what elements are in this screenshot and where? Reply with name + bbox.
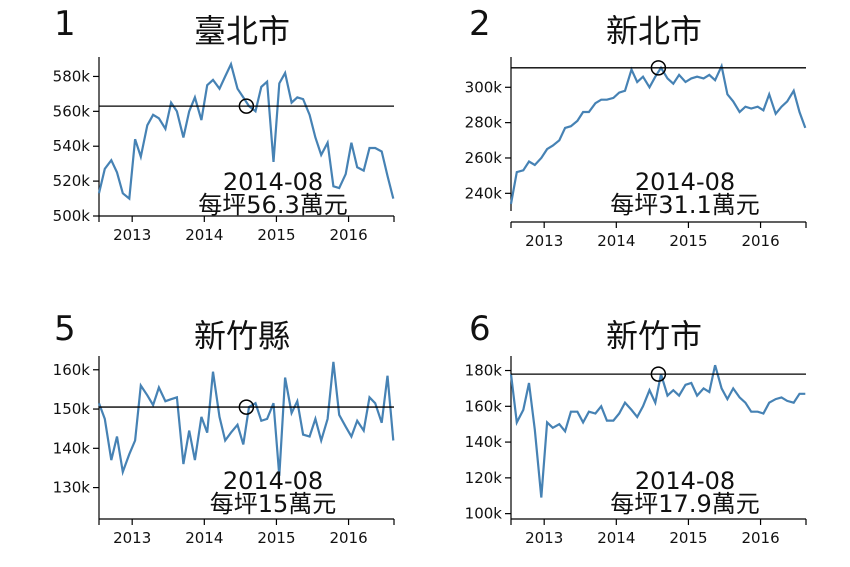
- x-tick-label: 2015: [257, 529, 295, 547]
- panel-number: 2: [469, 4, 491, 44]
- panel-number: 1: [54, 4, 76, 44]
- x-tick-label: 2013: [113, 226, 151, 244]
- annotation-date: 2014-08: [635, 467, 735, 495]
- annotation-price: 每坪15萬元: [210, 490, 337, 518]
- chart-panel-1: 1 臺北市 500k 520k 540k 560k 580k 2013 2014 2015 20…: [0, 0, 425, 283]
- x-tick-label: 2016: [329, 226, 367, 244]
- annotation-date: 2014-08: [223, 467, 323, 495]
- annotation-price: 每坪31.1萬元: [610, 191, 759, 219]
- panel-number: 6: [469, 309, 491, 349]
- x-tick-label: 2016: [329, 529, 367, 547]
- x-tick-label: 2015: [669, 232, 707, 250]
- panel-title: 臺北市: [193, 12, 290, 50]
- line-chart: 240k 260k 280k 300k 2013 2014 2015 2016 2014-08每…: [465, 57, 807, 250]
- y-tick-label: 160k: [53, 361, 91, 379]
- panel-title: 新竹市: [605, 317, 702, 355]
- y-tick-label: 180k: [465, 362, 503, 380]
- highlight-marker: [238, 98, 255, 114]
- y-tick-label: 580k: [53, 67, 91, 85]
- y-tick-label: 240k: [465, 184, 503, 202]
- x-tick-label: 2014: [597, 232, 635, 250]
- annotation-date: 2014-08: [223, 168, 323, 196]
- highlight-marker: [650, 366, 667, 382]
- y-tick-label: 150k: [53, 400, 91, 418]
- x-tick-label: 2013: [113, 529, 151, 547]
- annotation-price: 每坪56.3萬元: [198, 191, 347, 219]
- chart-panel-6: 6 新竹市 100k 120k 140k 160k 180k 2013 2014 2015 20…: [425, 283, 850, 566]
- x-tick-label: 2014: [185, 529, 223, 547]
- x-tick-label: 2016: [741, 529, 779, 547]
- x-tick-label: 2016: [741, 232, 779, 250]
- y-tick-label: 500k: [53, 207, 91, 225]
- y-tick-label: 300k: [465, 78, 503, 96]
- y-tick-label: 280k: [465, 114, 503, 132]
- panel-title: 新竹縣: [193, 317, 290, 355]
- x-tick-label: 2014: [185, 226, 223, 244]
- x-tick-label: 2015: [257, 226, 295, 244]
- highlight-marker: [650, 60, 667, 76]
- series-line: [509, 364, 806, 498]
- y-tick-label: 140k: [465, 433, 503, 451]
- series-line: [97, 61, 395, 201]
- y-tick-label: 100k: [465, 505, 503, 523]
- series-line: [97, 361, 395, 477]
- panel-title: 新北市: [605, 12, 702, 50]
- chart-panel-2: 2 新北市 240k 260k 280k 300k 2013 2014 2015 2016 20…: [425, 0, 850, 283]
- panel-number: 5: [54, 309, 76, 349]
- highlight-marker: [238, 399, 255, 415]
- chart-panel-5: 5 新竹縣 130k 140k 150k 160k 2013 2014 2015 2016 20…: [0, 283, 425, 566]
- y-tick-label: 520k: [53, 172, 91, 190]
- series-line: [509, 62, 807, 205]
- y-tick-label: 540k: [53, 137, 91, 155]
- x-tick-label: 2014: [597, 529, 635, 547]
- y-tick-label: 160k: [465, 397, 503, 415]
- y-tick-label: 140k: [53, 439, 91, 457]
- x-tick-label: 2013: [525, 529, 563, 547]
- y-tick-label: 120k: [465, 469, 503, 487]
- line-chart: 100k 120k 140k 160k 180k 2013 2014 2015 2016 2014…: [465, 356, 807, 547]
- x-tick-label: 2015: [669, 529, 707, 547]
- y-tick-label: 130k: [53, 479, 91, 497]
- x-tick-label: 2013: [525, 232, 563, 250]
- y-tick-label: 560k: [53, 102, 91, 120]
- line-chart: 130k 140k 150k 160k 2013 2014 2015 2016 2014-08每…: [53, 356, 395, 547]
- annotation-price: 每坪17.9萬元: [610, 490, 759, 518]
- y-tick-label: 260k: [465, 149, 503, 167]
- annotation-date: 2014-08: [635, 168, 735, 196]
- line-chart: 500k 520k 540k 560k 580k 2013 2014 2015 2016 2014…: [53, 57, 395, 244]
